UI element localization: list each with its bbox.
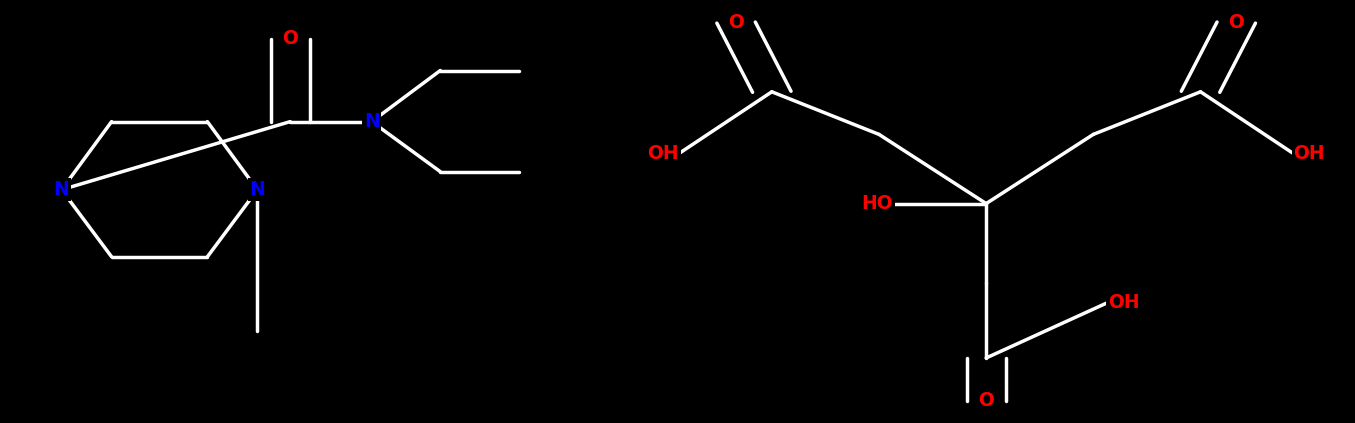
Text: OH: OH <box>648 144 679 163</box>
Text: O: O <box>282 29 298 48</box>
Text: N: N <box>249 180 266 199</box>
Text: N: N <box>363 112 379 131</box>
Text: O: O <box>728 13 744 32</box>
Text: O: O <box>978 391 995 410</box>
Text: O: O <box>1229 13 1244 32</box>
Text: OH: OH <box>1107 293 1140 312</box>
Text: HO: HO <box>862 194 893 213</box>
Text: OH: OH <box>1294 144 1325 163</box>
Text: N: N <box>54 180 69 199</box>
